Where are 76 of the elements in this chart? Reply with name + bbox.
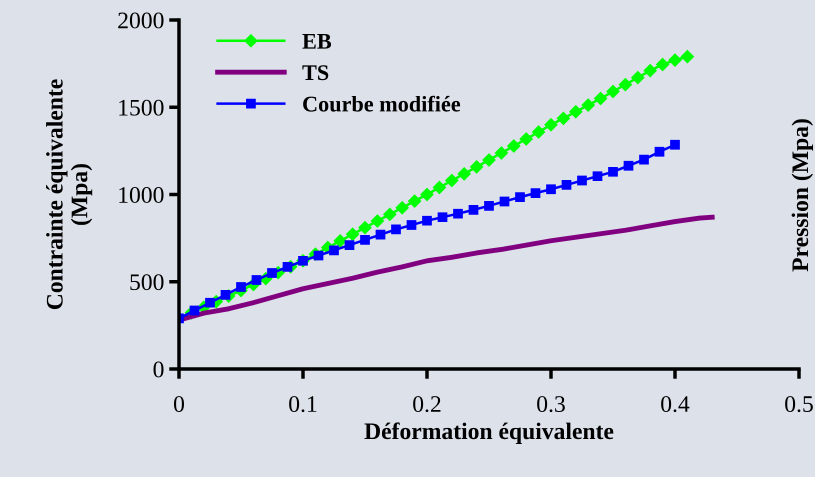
y-tick-label: 1000	[119, 186, 164, 203]
point	[606, 84, 620, 98]
point	[562, 180, 572, 190]
point	[360, 235, 370, 245]
y-tick-label: 2000	[118, 12, 164, 28]
point	[494, 146, 508, 160]
x-tick-label: 0.1	[289, 396, 316, 412]
point	[500, 196, 510, 206]
point	[484, 200, 494, 211]
point	[577, 176, 587, 186]
point	[582, 98, 595, 112]
point	[569, 105, 582, 118]
point	[344, 240, 354, 250]
point	[644, 64, 657, 78]
y-tick-label: 0	[154, 361, 164, 378]
point	[668, 54, 682, 67]
point	[556, 112, 570, 126]
point	[608, 166, 618, 177]
x-axis-title: Déformation équivalente	[364, 422, 614, 444]
legend-label: EB	[302, 34, 332, 49]
point	[470, 160, 484, 174]
point	[205, 298, 215, 308]
point	[532, 125, 546, 139]
point	[346, 228, 360, 241]
point	[468, 204, 478, 215]
x-tick-label: 0.2	[413, 396, 440, 412]
y-tick-label: 500	[130, 274, 164, 290]
point	[594, 92, 608, 106]
point	[631, 70, 644, 84]
point	[190, 306, 200, 316]
y2-axis-title: Pression (Mpa)	[792, 119, 813, 272]
point	[670, 140, 680, 150]
x-tick-label: 0.4	[661, 396, 690, 412]
x-tick-label: 0.5	[785, 396, 813, 412]
point	[252, 275, 262, 285]
y-tick-label: 1500	[119, 100, 164, 116]
point	[432, 180, 446, 194]
point	[267, 268, 277, 278]
point	[396, 201, 409, 214]
point	[408, 194, 422, 208]
point	[515, 192, 525, 202]
x-tick-label: 0	[174, 396, 184, 412]
point	[656, 58, 670, 72]
legend-label: TS	[302, 65, 328, 80]
point	[680, 50, 694, 64]
point	[453, 208, 463, 219]
point	[236, 282, 246, 292]
point	[530, 188, 540, 198]
point	[618, 78, 632, 92]
point	[358, 221, 372, 234]
point	[391, 224, 401, 234]
legend-label: Courbe modifiée	[303, 96, 460, 112]
point	[422, 216, 432, 226]
point	[406, 220, 416, 230]
point	[546, 184, 556, 194]
point	[458, 167, 471, 180]
point	[438, 212, 448, 222]
point	[482, 153, 496, 167]
point	[507, 139, 520, 153]
point	[544, 118, 558, 132]
point	[220, 290, 230, 300]
x-tick-label: 0.3	[537, 396, 565, 412]
point	[520, 132, 533, 146]
point	[624, 160, 634, 171]
point	[639, 154, 649, 164]
point	[329, 245, 339, 256]
point	[376, 230, 386, 240]
point	[445, 174, 458, 188]
point	[420, 188, 434, 202]
point	[334, 234, 347, 248]
point	[370, 214, 384, 228]
y-axis-title: Contrainte équivalente (Mpa)	[46, 79, 92, 310]
point	[654, 146, 664, 157]
point	[592, 171, 602, 182]
point	[383, 208, 396, 221]
point	[282, 262, 292, 272]
